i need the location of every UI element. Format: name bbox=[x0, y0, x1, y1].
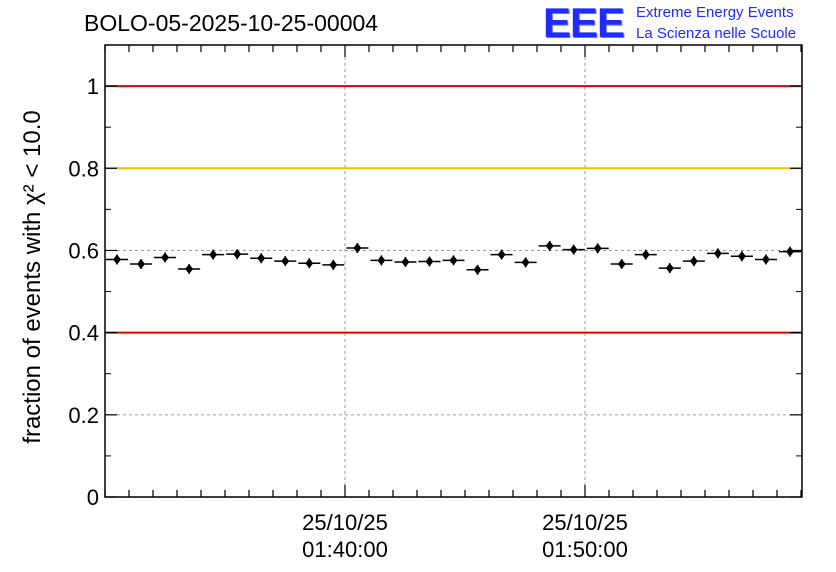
data-point bbox=[617, 259, 626, 270]
data-point bbox=[233, 249, 242, 260]
data-point bbox=[785, 246, 794, 257]
data-point bbox=[761, 254, 770, 265]
data-points bbox=[106, 240, 801, 275]
data-point bbox=[713, 248, 722, 259]
data-point bbox=[401, 256, 410, 267]
y-tick-label: 0.4 bbox=[68, 321, 99, 346]
y-tick-label: 0.6 bbox=[68, 238, 99, 263]
data-point bbox=[497, 249, 506, 260]
y-axis-label: fraction of events with χ² < 10.0 bbox=[19, 110, 46, 443]
data-point bbox=[185, 263, 194, 274]
data-point bbox=[257, 253, 266, 264]
reference-lines bbox=[105, 85, 802, 334]
x-tick-label-date: 25/10/25 bbox=[302, 510, 388, 535]
y-tick-label: 0.8 bbox=[68, 156, 99, 181]
data-point bbox=[281, 256, 290, 267]
y-tick-labels: 0 0.2 0.4 0.6 0.8 1 bbox=[68, 74, 99, 510]
data-point bbox=[473, 264, 482, 275]
x-tick-label-time: 01:40:00 bbox=[302, 537, 388, 562]
data-point bbox=[353, 242, 362, 253]
data-point bbox=[113, 254, 122, 265]
axis-ticks bbox=[104, 44, 802, 498]
data-point bbox=[521, 257, 530, 268]
y-tick-label: 0.2 bbox=[68, 403, 99, 428]
eee-logo: EEE bbox=[543, 0, 625, 46]
data-point bbox=[449, 255, 458, 266]
plot-frame bbox=[104, 44, 803, 498]
data-point bbox=[665, 263, 674, 274]
data-point bbox=[377, 255, 386, 266]
page-title: BOLO-05-2025-10-25-00004 bbox=[84, 10, 379, 36]
data-point bbox=[425, 256, 434, 267]
data-point bbox=[689, 256, 698, 267]
logo-text-line2: La Scienza nelle Scuole bbox=[636, 25, 797, 42]
data-point bbox=[209, 249, 218, 260]
y-tick-label: 0 bbox=[87, 485, 99, 510]
x-tick-label-time: 01:50:00 bbox=[542, 537, 628, 562]
data-point bbox=[305, 258, 314, 269]
data-point bbox=[545, 240, 554, 251]
data-point bbox=[737, 251, 746, 262]
y-tick-label: 1 bbox=[87, 74, 99, 99]
data-point bbox=[137, 259, 146, 270]
data-point bbox=[329, 259, 338, 270]
logo-text-line1: Extreme Energy Events bbox=[636, 4, 794, 21]
data-point bbox=[593, 243, 602, 254]
x-tick-label-date: 25/10/25 bbox=[542, 510, 628, 535]
data-point bbox=[641, 249, 650, 260]
data-point bbox=[161, 252, 170, 263]
data-point bbox=[569, 244, 578, 255]
grid-lines bbox=[105, 45, 802, 497]
